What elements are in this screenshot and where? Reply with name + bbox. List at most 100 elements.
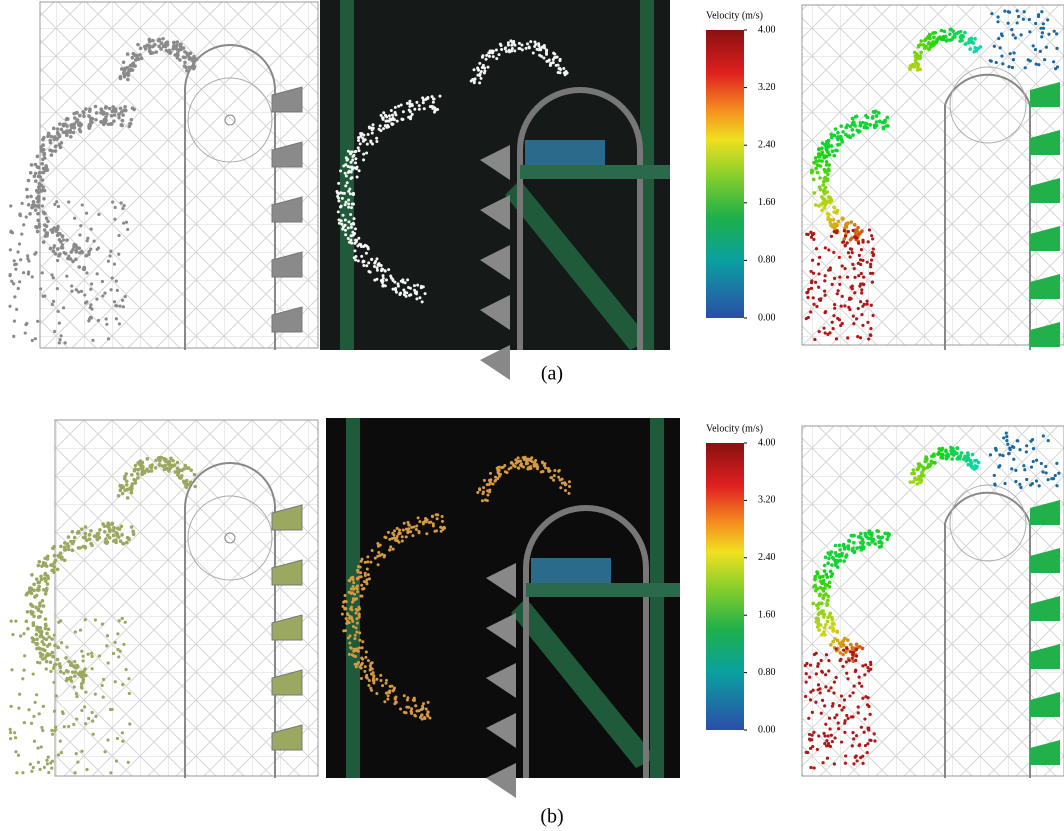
particle: [818, 330, 821, 333]
particle: [927, 47, 931, 51]
particle: [1012, 458, 1015, 461]
particle: [830, 136, 834, 140]
particle: [386, 698, 389, 701]
particle: [101, 684, 104, 687]
particle: [52, 569, 56, 573]
particle: [74, 630, 77, 633]
particle: [868, 228, 871, 231]
particle: [431, 515, 434, 518]
particle: [427, 701, 430, 704]
particle: [835, 211, 839, 215]
particle: [56, 131, 60, 135]
particle: [550, 476, 553, 479]
particle: [1035, 62, 1038, 65]
particle: [855, 655, 858, 658]
particle: [1039, 50, 1042, 53]
particle: [342, 601, 345, 604]
particle: [34, 606, 38, 610]
particle: [389, 685, 392, 688]
particle: [825, 653, 828, 656]
particle: [385, 126, 388, 129]
particle: [70, 290, 73, 293]
particle: [352, 581, 355, 584]
colorbar: [706, 443, 744, 730]
particle: [1045, 471, 1048, 474]
particle: [54, 725, 57, 728]
particle: [405, 291, 408, 294]
particle: [817, 204, 821, 208]
particle: [840, 708, 843, 711]
particle: [867, 240, 870, 243]
particle: [149, 465, 153, 469]
particle: [178, 469, 182, 473]
particle: [545, 52, 548, 55]
particle: [433, 111, 436, 114]
colorbar-tick-label: 4.00: [758, 24, 776, 35]
particle: [179, 43, 183, 47]
particle: [75, 246, 79, 250]
particle: [93, 240, 96, 243]
particle: [56, 568, 60, 572]
particle: [433, 530, 436, 533]
particle: [133, 468, 137, 472]
particle: [356, 175, 359, 178]
particle: [354, 150, 357, 153]
particle: [54, 149, 58, 153]
particle: [134, 464, 138, 468]
particle: [817, 262, 820, 265]
particle: [371, 126, 374, 129]
particle: [17, 287, 20, 290]
particle: [371, 549, 374, 552]
particle: [831, 321, 834, 324]
particle: [50, 563, 54, 567]
particle: [819, 299, 822, 302]
particle: [426, 518, 429, 521]
particle: [836, 317, 839, 320]
particle: [27, 708, 30, 711]
particle: [809, 698, 812, 701]
particle: [18, 242, 21, 245]
particle: [494, 476, 497, 479]
particle: [105, 317, 108, 320]
particle: [147, 469, 151, 473]
particle: [103, 530, 107, 534]
particle: [34, 337, 37, 340]
particle: [192, 62, 196, 66]
particle: [809, 310, 812, 313]
particle: [869, 265, 872, 268]
particle: [80, 650, 83, 653]
particle: [118, 322, 121, 325]
particle: [999, 46, 1002, 49]
particle: [147, 44, 151, 48]
particle: [59, 666, 62, 669]
particle: [37, 185, 41, 189]
particle: [25, 188, 29, 192]
particle: [867, 337, 870, 340]
particle: [50, 651, 54, 655]
particle: [422, 702, 425, 705]
particle: [78, 233, 81, 236]
particle: [121, 113, 125, 117]
particle: [525, 47, 528, 50]
particle: [374, 557, 377, 560]
particle: [346, 165, 349, 168]
particle: [122, 221, 125, 224]
particle: [42, 197, 46, 201]
particle: [397, 282, 400, 285]
particle: [124, 621, 127, 624]
particle: [159, 41, 163, 45]
particle: [56, 646, 60, 650]
particle: [812, 272, 815, 275]
particle: [42, 705, 45, 708]
particle: [421, 705, 424, 708]
particle: [379, 679, 382, 682]
particle: [1057, 472, 1060, 475]
particle: [869, 327, 872, 330]
particle: [161, 464, 165, 468]
particle: [43, 577, 47, 581]
particle: [41, 658, 44, 661]
particle: [365, 582, 368, 585]
particle: [82, 655, 85, 658]
particle: [968, 47, 972, 51]
particle: [494, 479, 497, 482]
